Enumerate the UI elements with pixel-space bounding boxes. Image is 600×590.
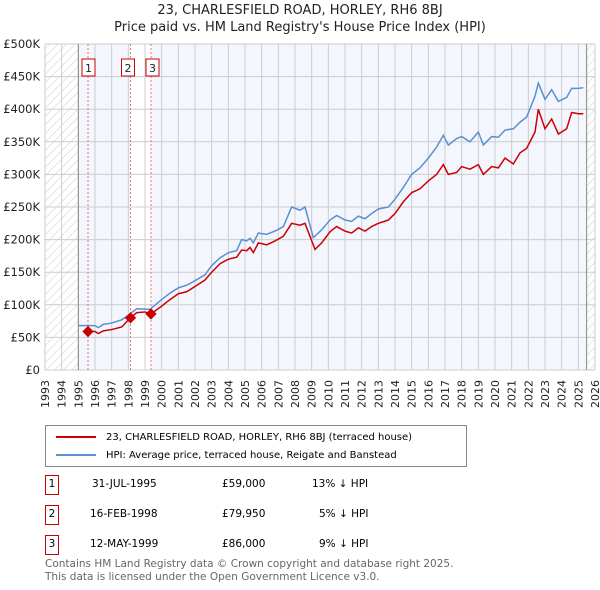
sale-label-box [81,58,96,77]
sale-marker: 3 [45,535,59,555]
y-tick-label: £100K [3,298,40,312]
x-tick-label: 2025 [572,380,585,408]
x-tick-label: 2001 [172,380,185,408]
y-tick-label: £350K [3,135,40,149]
x-tick-label: 2020 [489,380,502,408]
x-tick-label: 2024 [556,380,569,408]
x-tick-label: 1993 [39,380,52,408]
sale-label: 2 [125,62,132,75]
y-tick-label: £200K [3,233,40,247]
x-tick-label: 2006 [256,380,269,408]
sale-label-box [121,58,135,77]
x-tick-label: 2000 [156,380,169,408]
sale-date: 12-MAY-1999 [90,538,159,550]
x-tick-label: 2016 [422,380,435,408]
price-paid-line [88,108,584,335]
y-tick-label: £450K [3,70,40,84]
y-tick-label: £150K [3,265,40,279]
table-row: 3 12-MAY-1999 £86,000 9% ↓ HPI [45,535,465,555]
x-tick-label: 2021 [506,380,519,408]
sale-diff: 9% ↓ HPI [319,538,369,550]
sale-diff: 5% ↓ HPI [319,508,369,520]
x-tick-label: 2003 [206,380,219,408]
footer-line: This data is licensed under the Open Gov… [45,571,380,583]
y-tick-label: £300K [3,167,40,181]
y-tick-label: £500K [3,37,40,51]
x-tick-label: 2009 [306,380,319,408]
x-tick-label: 1997 [106,380,119,408]
y-tick-label: £400K [3,102,40,116]
x-tick-label: 2007 [272,380,285,408]
x-tick-label: 2008 [289,380,302,408]
sale-point [145,308,157,320]
sale-marker: 1 [45,475,59,495]
legend-label: HPI: Average price, terraced house, Reig… [106,449,397,461]
x-tick-label: 1999 [139,380,152,408]
x-tick-label: 2019 [472,380,485,408]
x-tick-label: 1995 [72,380,85,408]
sale-date: 16-FEB-1998 [90,508,158,520]
x-tick-label: 2002 [189,380,202,408]
x-tick-label: 2017 [439,380,452,408]
legend: 23, CHARLESFIELD ROAD, HORLEY, RH6 8BJ (… [45,425,467,467]
footer: Contains HM Land Registry data © Crown c… [45,558,453,584]
x-tick-label: 1996 [89,380,102,408]
footer-line: Contains HM Land Registry data © Crown c… [45,558,454,570]
x-tick-label: 2013 [372,380,385,408]
x-tick-label: 2010 [322,380,335,408]
chart-subtitle: Price paid vs. HM Land Registry's House … [114,20,486,35]
sale-marker: 2 [45,505,59,525]
chart-title: 23, CHARLESFIELD ROAD, HORLEY, RH6 8BJ [157,3,443,18]
y-tick-label: £0 [25,363,40,377]
sale-price: £79,950 [222,508,266,520]
x-tick-label: 2015 [406,380,419,408]
x-tick-label: 2012 [356,380,369,408]
x-tick-label: 1998 [122,380,135,408]
table-row: 1 31-JUL-1995 £59,000 13% ↓ HPI [45,475,465,495]
x-tick-label: 1994 [56,380,69,408]
x-tick-label: 2004 [222,380,235,408]
hpi-line [78,80,584,329]
sale-label: 1 [85,62,92,75]
sale-price: £86,000 [222,538,266,550]
y-tick-label: £50K [11,330,41,344]
x-tick-label: 2026 [589,380,600,408]
sale-date: 31-JUL-1995 [92,478,157,490]
sale-diff: 13% ↓ HPI [312,478,369,490]
x-tick-label: 2014 [389,380,402,408]
legend-item-property: 23, CHARLESFIELD ROAD, HORLEY, RH6 8BJ (… [56,430,412,444]
sale-price: £59,000 [222,478,266,490]
x-tick-label: 2005 [239,380,252,408]
y-tick-label: £250K [3,200,40,214]
sale-label-box [145,58,160,77]
legend-item-hpi: HPI: Average price, terraced house, Reig… [56,448,397,462]
x-tick-label: 2023 [539,380,552,408]
x-tick-label: 2022 [522,380,535,408]
legend-label: 23, CHARLESFIELD ROAD, HORLEY, RH6 8BJ (… [106,431,413,443]
x-tick-label: 2011 [339,380,352,408]
table-row: 2 16-FEB-1998 £79,950 5% ↓ HPI [45,505,465,525]
sale-label: 3 [149,62,156,75]
plot: 1993 1994 1995 1996 1997 1998 1999 2000 2001 2002… [3,37,600,408]
x-tick-label: 2018 [456,380,469,408]
